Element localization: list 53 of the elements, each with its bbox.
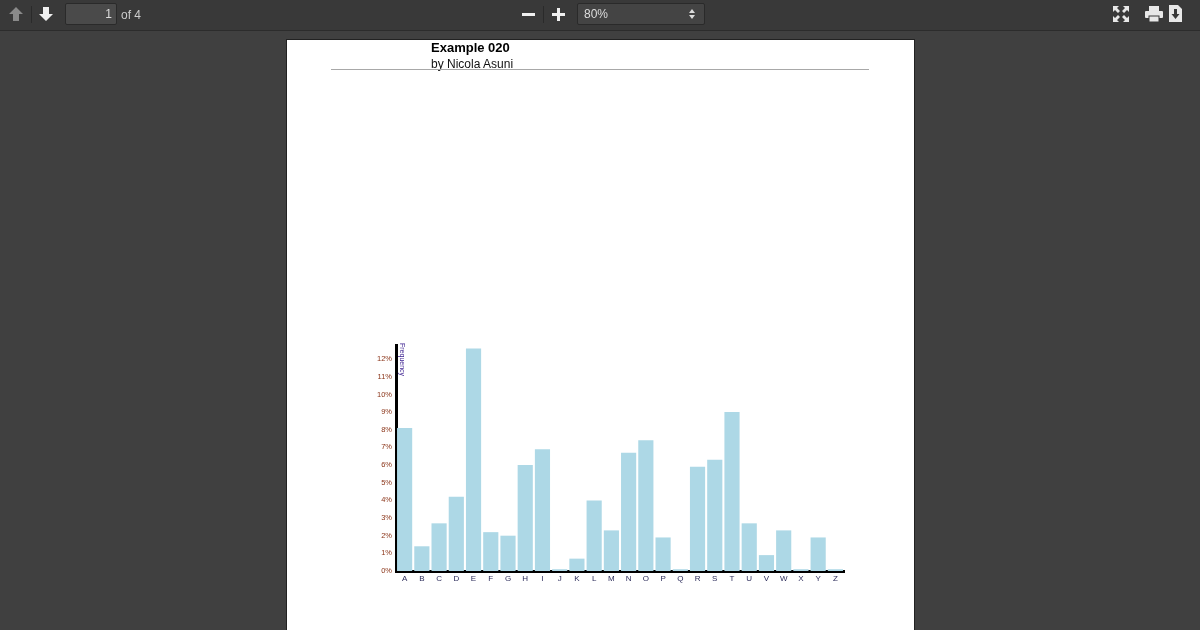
x-tick-label: M <box>608 574 616 583</box>
bar <box>448 496 464 571</box>
bar <box>655 537 671 571</box>
chart-subtitle: by Nicola Asuni <box>431 57 514 71</box>
bar <box>603 530 619 571</box>
bar <box>397 427 413 571</box>
x-tick-label: C <box>436 574 443 583</box>
x-tick-label: G <box>504 574 512 583</box>
x-tick-label: Z <box>832 574 838 583</box>
bar <box>517 465 533 571</box>
x-tick-label: T <box>729 574 735 583</box>
x-tick-label: E <box>470 574 477 583</box>
x-tick-label: F <box>488 574 494 583</box>
x-tick-label: Q <box>677 574 684 583</box>
bar <box>758 555 775 571</box>
x-tick-label: W <box>779 574 788 583</box>
bar <box>638 440 654 571</box>
bar <box>724 412 740 571</box>
x-tick-label: B <box>419 574 425 583</box>
bar <box>776 530 792 571</box>
bar <box>741 523 757 571</box>
x-tick-label: S <box>712 574 718 583</box>
bar <box>465 348 482 571</box>
bar <box>707 459 723 571</box>
x-tick-label: P <box>660 574 666 583</box>
x-tick-label: L <box>591 574 597 583</box>
x-tick-label: U <box>746 574 753 583</box>
x-tick-label: O <box>642 574 649 583</box>
x-tick-label: N <box>625 574 632 583</box>
x-tick-label: X <box>798 574 805 583</box>
x-tick-label: A <box>401 574 408 583</box>
bar <box>500 535 516 571</box>
x-tick-label: I <box>541 574 544 583</box>
zoom-select: 80% <box>577 3 705 25</box>
bar <box>621 452 637 571</box>
bar <box>431 523 447 571</box>
page-number-field: 1 <box>65 3 117 25</box>
chart-title: Example 020 <box>431 40 510 55</box>
bar <box>689 466 706 571</box>
bar <box>534 449 551 571</box>
bar <box>586 500 602 571</box>
x-tick-label: V <box>763 574 770 583</box>
bar <box>810 537 826 571</box>
x-tick-label: H <box>522 574 529 583</box>
x-tick-label: Y <box>815 574 822 583</box>
x-tick-label: D <box>453 574 460 583</box>
x-tick-label: R <box>694 574 701 583</box>
text: of 4 <box>121 8 142 22</box>
bar <box>569 558 585 571</box>
bar <box>414 546 430 571</box>
x-tick-label: J <box>557 574 562 583</box>
bar <box>483 532 499 571</box>
x-tick-label: K <box>574 574 581 583</box>
